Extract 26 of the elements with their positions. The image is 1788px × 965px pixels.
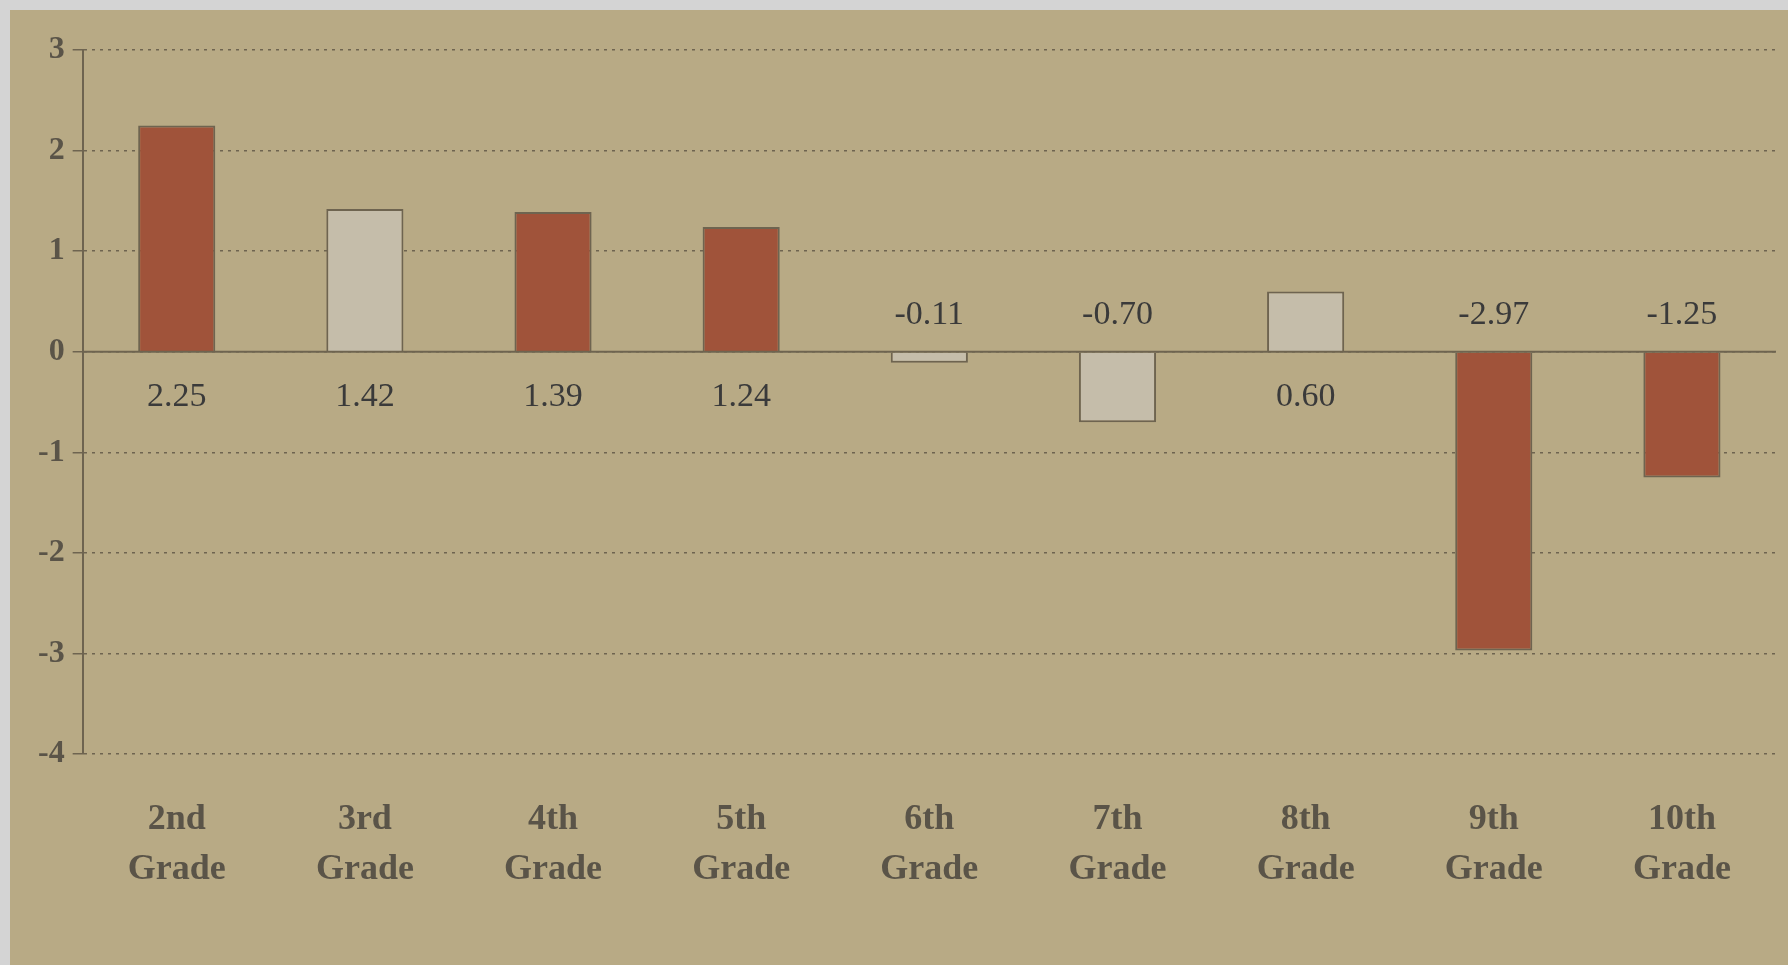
x-tick-label: 6th Grade (880, 796, 979, 888)
data-label: 2.25 (146, 375, 207, 413)
y-tick-label: -1 (38, 431, 65, 468)
x-tick-label: 9th Grade (1444, 796, 1543, 888)
y-tick-label: -2 (38, 532, 65, 569)
y-tick-label: 0 (48, 331, 65, 368)
data-label: -2.97 (1458, 293, 1530, 331)
data-label: 1.24 (711, 375, 771, 413)
y-tick-label: 3 (48, 29, 65, 66)
data-label: -1.25 (1646, 293, 1718, 331)
x-tick-label: 7th Grade (1068, 796, 1167, 888)
data-label: 0.60 (1275, 375, 1336, 413)
data-label: -0.11 (894, 293, 965, 331)
x-tick-label: 8th Grade (1256, 796, 1355, 888)
y-tick-label: 2 (48, 129, 65, 166)
y-tick-label: -4 (38, 733, 65, 770)
x-tick-label: 5th Grade (692, 796, 791, 888)
x-tick-label: 4th Grade (504, 796, 603, 888)
y-tick-label: 1 (48, 230, 65, 267)
x-tick-label: 10th Grade (1632, 796, 1731, 888)
data-label: 1.39 (523, 375, 583, 413)
y-tick-label: -3 (38, 632, 65, 669)
x-tick-label: 2nd Grade (127, 796, 226, 888)
data-label: 1.42 (335, 375, 395, 413)
data-label: -0.70 (1082, 293, 1153, 331)
x-tick-label: 3rd Grade (315, 796, 414, 888)
